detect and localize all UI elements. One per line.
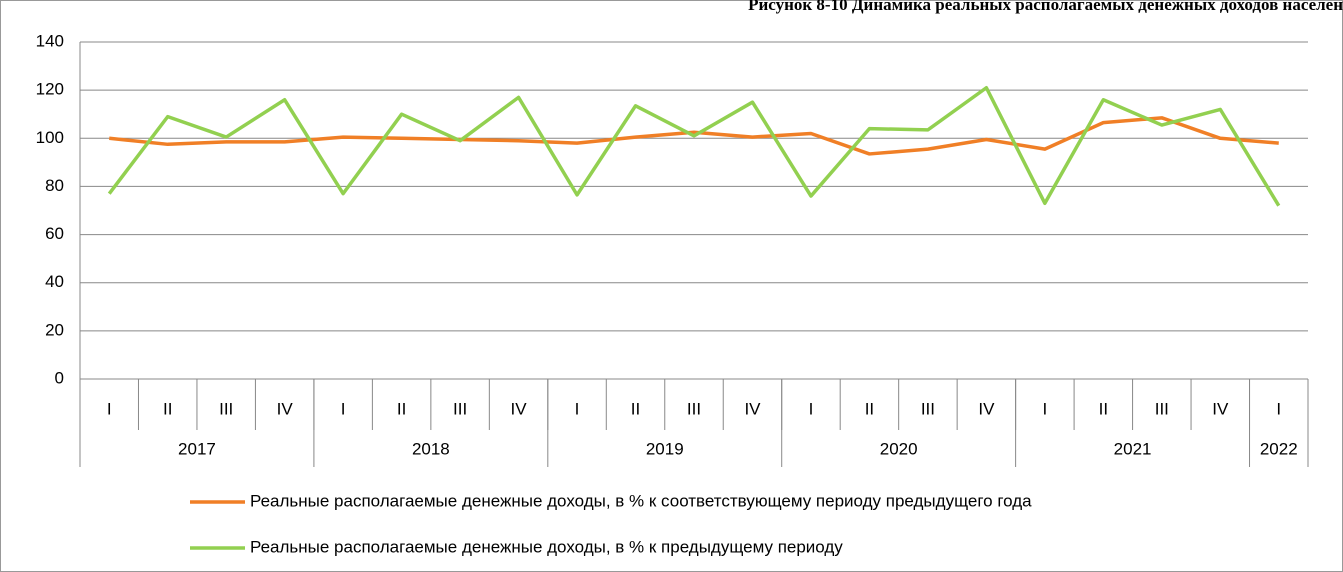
- x-group-label: 2020: [880, 439, 918, 458]
- x-tick-label: I: [1276, 399, 1281, 418]
- x-tick-label: I: [809, 399, 814, 418]
- y-tick-label: 20: [45, 320, 64, 339]
- y-tick-label: 100: [36, 128, 64, 147]
- x-tick-label: II: [865, 399, 874, 418]
- y-tick-label: 140: [36, 31, 64, 50]
- x-tick-label: IV: [1212, 399, 1229, 418]
- x-tick-label: I: [107, 399, 112, 418]
- x-tick-label: III: [1155, 399, 1169, 418]
- y-tick-label: 60: [45, 224, 64, 243]
- x-group-label: 2022: [1260, 439, 1298, 458]
- legend-label: Реальные располагаемые денежные доходы, …: [250, 537, 843, 556]
- chart-title: Рисунок 8-10 Динамика реальных располага…: [748, 0, 1343, 14]
- x-tick-label: II: [163, 399, 172, 418]
- x-group-label: 2019: [646, 439, 684, 458]
- series-line: [107, 85, 1281, 207]
- x-tick-label: III: [219, 399, 233, 418]
- x-group-label: 2021: [1114, 439, 1152, 458]
- x-tick-label: II: [1099, 399, 1108, 418]
- x-tick-label: I: [1042, 399, 1047, 418]
- y-tick-label: 0: [55, 368, 64, 387]
- x-tick-label: IV: [978, 399, 995, 418]
- x-tick-label: III: [453, 399, 467, 418]
- x-tick-label: II: [631, 399, 640, 418]
- x-tick-label: III: [921, 399, 935, 418]
- y-tick-label: 40: [45, 272, 64, 291]
- x-tick-label: III: [687, 399, 701, 418]
- legend-label: Реальные располагаемые денежные доходы, …: [250, 491, 1032, 510]
- x-tick-label: II: [397, 399, 406, 418]
- x-group-label: 2018: [412, 439, 450, 458]
- x-tick-label: IV: [744, 399, 761, 418]
- x-tick-label: I: [341, 399, 346, 418]
- x-tick-label: I: [575, 399, 580, 418]
- y-tick-label: 80: [45, 176, 64, 195]
- y-tick-label: 120: [36, 80, 64, 99]
- x-group-label: 2017: [178, 439, 216, 458]
- x-tick-label: IV: [277, 399, 294, 418]
- x-tick-label: IV: [511, 399, 528, 418]
